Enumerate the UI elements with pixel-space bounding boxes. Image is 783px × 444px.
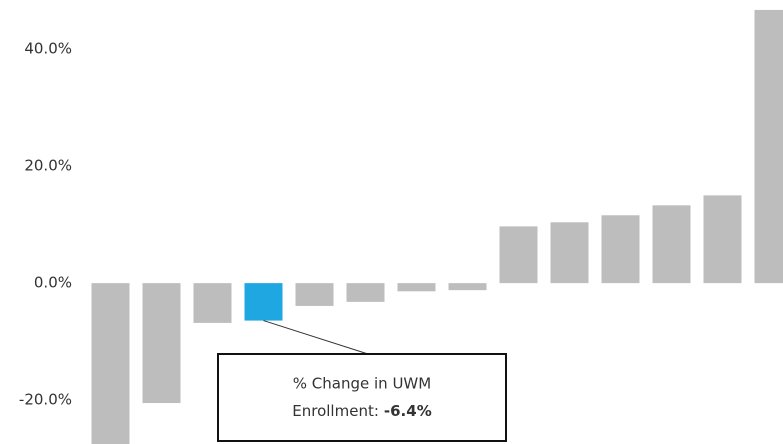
bar (91, 283, 130, 444)
bar (295, 283, 334, 306)
tooltip-line: % Change in UWM (293, 375, 431, 393)
bar (346, 283, 385, 302)
tooltip-pointer (263, 320, 369, 355)
bar (550, 222, 589, 284)
bar (652, 205, 691, 284)
y-tick-label: -20.0% (19, 391, 72, 409)
bar (703, 195, 742, 284)
bar (754, 9, 783, 284)
y-tick-label: 20.0% (24, 157, 72, 175)
bar (448, 283, 487, 291)
tooltip-line: Enrollment: -6.4% (292, 402, 431, 420)
bar (397, 283, 436, 292)
bar (193, 283, 232, 323)
tooltip-value: -6.4% (384, 402, 432, 420)
y-tick-label: 0.0% (34, 274, 72, 292)
tooltip-box (217, 353, 507, 442)
bar (142, 283, 181, 404)
bar (601, 215, 640, 284)
tooltip-label: Enrollment: (292, 402, 379, 420)
bar (244, 283, 283, 321)
bar (499, 226, 538, 284)
y-tick-label: 40.0% (24, 40, 72, 58)
